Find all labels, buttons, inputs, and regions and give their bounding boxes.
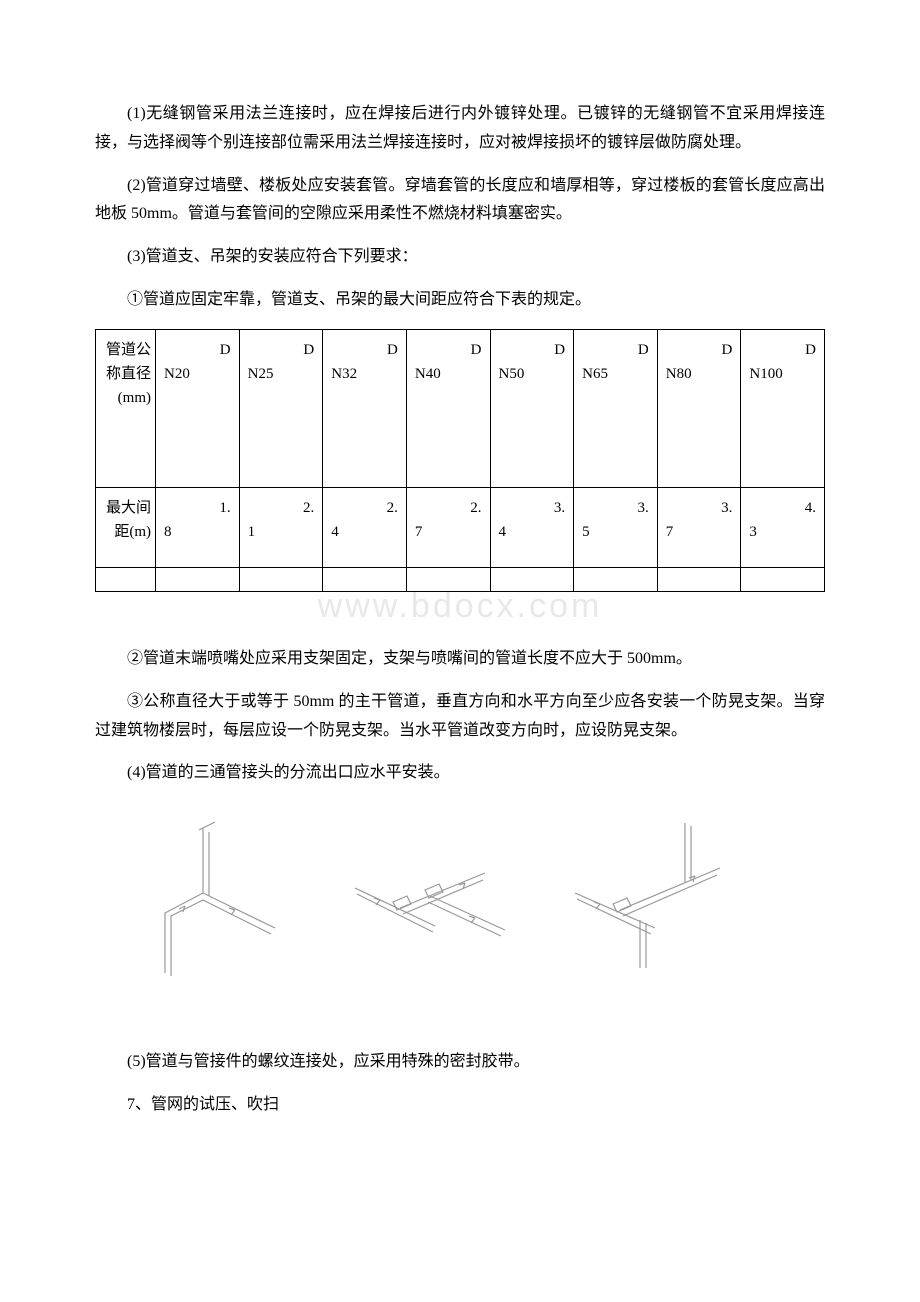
header-bottom: N50 (497, 362, 568, 386)
header-top: D (580, 338, 651, 362)
empty-cell (490, 567, 574, 591)
header-bottom: N80 (664, 362, 735, 386)
value-top: 4. (747, 496, 818, 520)
pipe-tee-diagram (135, 818, 825, 1008)
value-top: 3. (497, 496, 568, 520)
header-bottom: N65 (580, 362, 651, 386)
header-top: D (246, 338, 317, 362)
header-cell: D N32 (323, 329, 407, 487)
value-top: 1. (162, 496, 233, 520)
header-top: D (162, 338, 233, 362)
header-top: D (329, 338, 400, 362)
pipe-spacing-table: 管道公称直径(mm) D N20 D N25 D N32 D N40 D N50… (95, 329, 825, 592)
value-top: 3. (580, 496, 651, 520)
empty-cell (156, 567, 240, 591)
value-cell: 3. 4 (490, 487, 574, 567)
paragraph-9: 7、管网的试压、吹扫 (95, 1091, 825, 1120)
header-cell: D N80 (657, 329, 741, 487)
tee-diagram-2 (355, 873, 505, 936)
value-bottom: 8 (162, 520, 233, 544)
value-top: 3. (664, 496, 735, 520)
header-cell: D N65 (574, 329, 658, 487)
value-bottom: 7 (413, 520, 484, 544)
paragraph-8: (5)管道与管接件的螺纹连接处，应采用特殊的密封胶带。 (95, 1048, 825, 1077)
value-cell: 2. 1 (239, 487, 323, 567)
empty-cell (96, 567, 156, 591)
value-top: 2. (329, 496, 400, 520)
tee-diagram-3 (575, 823, 720, 968)
value-label-text: 最大间距(m) (106, 500, 151, 540)
empty-cell (574, 567, 658, 591)
value-cell: 3. 7 (657, 487, 741, 567)
value-cell: 2. 7 (406, 487, 490, 567)
value-label-cell: 最大间距(m) (96, 487, 156, 567)
table-value-row: 最大间距(m) 1. 8 2. 1 2. 4 2. 7 3. 4 3. 5 3.… (96, 487, 825, 567)
header-bottom: N40 (413, 362, 484, 386)
value-cell: 3. 5 (574, 487, 658, 567)
header-cell: D N100 (741, 329, 825, 487)
paragraph-7: (4)管道的三通管接头的分流出口应水平安装。 (95, 759, 825, 788)
paragraph-1: (1)无缝钢管采用法兰连接时，应在焊接后进行内外镀锌处理。已镀锌的无缝钢管不宜采… (95, 100, 825, 158)
tee-diagram-1 (165, 822, 275, 976)
header-bottom: N100 (747, 362, 818, 386)
header-label-text: 管道公称直径(mm) (106, 342, 151, 406)
header-cell: D N25 (239, 329, 323, 487)
header-cell: D N40 (406, 329, 490, 487)
table-empty-row (96, 567, 825, 591)
value-bottom: 5 (580, 520, 651, 544)
header-label-cell: 管道公称直径(mm) (96, 329, 156, 487)
paragraph-5: ②管道末端喷嘴处应采用支架固定，支架与喷嘴间的管道长度不应大于 500mm。 (95, 645, 825, 674)
value-bottom: 4 (329, 520, 400, 544)
header-bottom: N20 (162, 362, 233, 386)
header-top: D (664, 338, 735, 362)
value-bottom: 3 (747, 520, 818, 544)
value-cell: 2. 4 (323, 487, 407, 567)
header-bottom: N25 (246, 362, 317, 386)
paragraph-4: ①管道应固定牢靠，管道支、吊架的最大间距应符合下表的规定。 (95, 286, 825, 315)
value-bottom: 1 (246, 520, 317, 544)
empty-cell (657, 567, 741, 591)
empty-cell (741, 567, 825, 591)
value-cell: 4. 3 (741, 487, 825, 567)
value-cell: 1. 8 (156, 487, 240, 567)
table-header-row: 管道公称直径(mm) D N20 D N25 D N32 D N40 D N50… (96, 329, 825, 487)
header-bottom: N32 (329, 362, 400, 386)
header-top: D (497, 338, 568, 362)
paragraph-6: ③公称直径大于或等于 50mm 的主干管道，垂直方向和水平方向至少应各安装一个防… (95, 688, 825, 746)
paragraph-2: (2)管道穿过墙壁、楼板处应安装套管。穿墙套管的长度应和墙厚相等，穿过楼板的套管… (95, 172, 825, 230)
header-cell: D N20 (156, 329, 240, 487)
value-top: 2. (413, 496, 484, 520)
value-bottom: 7 (664, 520, 735, 544)
header-top: D (413, 338, 484, 362)
pipe-diagram-svg (135, 818, 755, 1008)
empty-cell (239, 567, 323, 591)
header-cell: D N50 (490, 329, 574, 487)
empty-cell (406, 567, 490, 591)
value-top: 2. (246, 496, 317, 520)
value-bottom: 4 (497, 520, 568, 544)
paragraph-3: (3)管道支、吊架的安装应符合下列要求： (95, 243, 825, 272)
header-top: D (747, 338, 818, 362)
empty-cell (323, 567, 407, 591)
